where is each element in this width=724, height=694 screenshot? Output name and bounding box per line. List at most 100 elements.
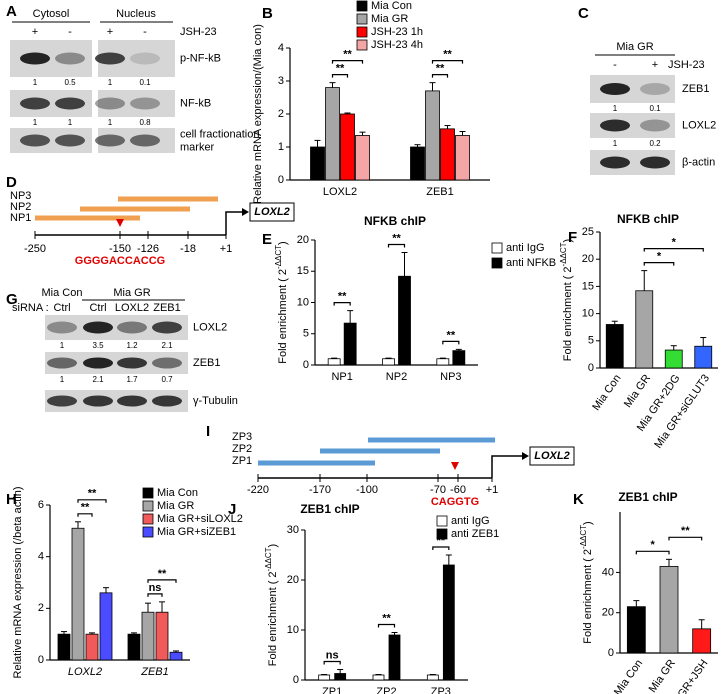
panel-letter: C (578, 5, 589, 22)
significance-bracket (77, 499, 107, 503)
significance-label: ** (336, 63, 345, 75)
legend-swatch (491, 242, 503, 254)
blot-label: ZEB1 (682, 83, 710, 95)
panel-letter: I (206, 423, 210, 440)
significance-label: ** (343, 49, 352, 61)
legend-swatch (436, 528, 448, 540)
y-axis-label: Fold enrichment ( 2-ΔΔCT) (579, 521, 594, 643)
bar (334, 673, 347, 681)
error-bar (401, 252, 408, 277)
panel-letter: D (6, 174, 17, 191)
y-label-text: Relative mRNA expression (/beta actin) (12, 487, 24, 679)
bar (355, 135, 370, 181)
legend-swatch (356, 0, 368, 12)
bar (664, 349, 683, 369)
x-tick-label: NP1 (331, 371, 352, 383)
y-tick-label: 0 (588, 362, 594, 374)
y-label-end: ) (267, 544, 279, 548)
y-tick-label: 4 (38, 551, 44, 563)
y-tick-label: 10 (582, 308, 594, 320)
panel-letter: B (262, 5, 273, 22)
lane-title: siRNA : (12, 302, 49, 314)
lane-label: - (613, 59, 617, 71)
error-bar (700, 337, 707, 347)
significance-bracket (147, 593, 163, 597)
error-bar (347, 310, 354, 324)
error-bar (329, 82, 336, 88)
primer-label: NP1 (10, 212, 31, 224)
y-tick-label: 20 (287, 574, 299, 586)
bar (452, 350, 466, 366)
legend-label: anti IgG (451, 515, 490, 527)
primer-bar (80, 206, 190, 212)
error-bar (429, 82, 436, 91)
quant: 1 (108, 78, 113, 87)
bar (57, 633, 71, 661)
significance-label: ** (88, 488, 97, 500)
band (130, 97, 160, 110)
error-bar (429, 674, 436, 675)
bar (398, 275, 411, 366)
error-bar (159, 601, 165, 613)
y-tick-label: 5 (303, 328, 309, 340)
significance-label: ** (436, 63, 445, 75)
position-label: -170 (309, 484, 331, 496)
error-bar (414, 144, 421, 147)
band (152, 357, 182, 369)
x-tick-label: LOXL2 (68, 666, 102, 678)
error-bar (344, 112, 351, 114)
primer-label: NP2 (10, 201, 31, 213)
legend-label: Mia GR (371, 13, 408, 25)
band (117, 395, 147, 407)
significance-label: ns (326, 649, 339, 661)
lane-label: - (68, 26, 72, 38)
y-tick-label: 4 (278, 42, 284, 54)
band (600, 156, 630, 169)
error-bar (611, 320, 618, 325)
x-tick-label: NP2 (386, 371, 407, 383)
group-label: Mia GR (113, 287, 150, 299)
significance-label: ** (443, 49, 452, 61)
bar (169, 651, 183, 661)
y-tick-label: 10 (287, 624, 299, 636)
y-tick-label: 10 (297, 296, 309, 308)
position-label: -60 (450, 484, 466, 496)
band (130, 52, 160, 65)
lane-label: ZEB1 (153, 302, 181, 314)
blot-label: cell fractionation (180, 128, 260, 140)
error-bar (145, 602, 151, 613)
y-tick-label: 15 (297, 265, 309, 277)
x-tick-label: NP3 (440, 371, 461, 383)
lane-label: LOXL2 (115, 302, 149, 314)
blot-label: ZEB1 (193, 357, 221, 369)
bar (635, 290, 654, 369)
y-label-sup: -ΔΔCT (264, 547, 273, 571)
legend-swatch (142, 513, 154, 525)
significance-label: ** (437, 535, 446, 547)
x-tick-label: ZEB1 (140, 666, 169, 678)
legend-label: JSH-23 1h (371, 26, 423, 38)
blot-label: p-NF-kB (180, 52, 221, 64)
panel-letter: A (6, 3, 17, 20)
primer-label: NP3 (10, 190, 31, 202)
significance-bracket (331, 74, 349, 78)
primer-bar (258, 460, 375, 466)
bar (440, 128, 455, 181)
error-bar (131, 632, 137, 635)
bar (310, 146, 325, 181)
significance-bracket (643, 248, 704, 252)
significance-bracket (668, 536, 703, 541)
lane-label: Ctrl (53, 302, 70, 314)
quant: 0.2 (649, 139, 661, 148)
quant: 2.1 (161, 341, 173, 350)
significance-label: ** (81, 502, 90, 514)
band (152, 395, 182, 407)
x-tick-label: ZP1 (322, 686, 342, 694)
bar (318, 674, 331, 681)
bar (626, 606, 646, 654)
x-tick-label: Mia GR (647, 657, 678, 694)
legend-swatch (356, 39, 368, 51)
band (83, 321, 113, 334)
significance-bracket (147, 579, 177, 583)
